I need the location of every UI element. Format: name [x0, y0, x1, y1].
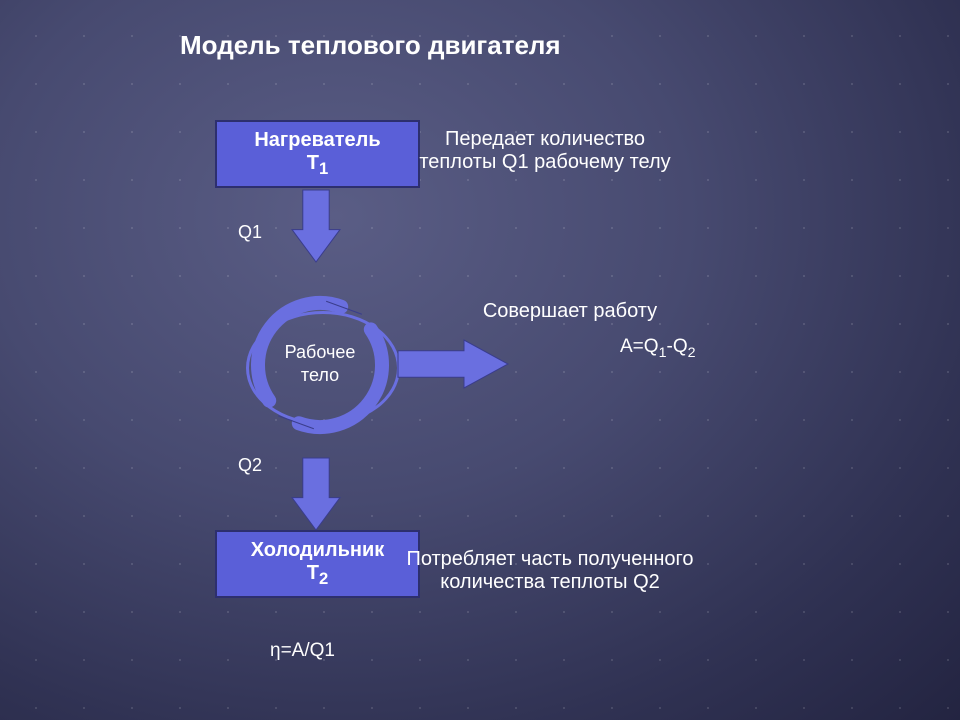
- arrow-q2-down: [292, 458, 340, 530]
- cooler-description: Потребляет часть полученногоколичества т…: [350, 548, 750, 594]
- work-description: Совершает работу: [370, 300, 770, 323]
- slide-title: Модель теплового двигателя: [180, 30, 561, 61]
- heater-temp: T1: [307, 152, 328, 179]
- work-formula: A=Q1-Q2: [620, 336, 696, 361]
- slide-stage: Модель теплового двигателя Нагреватель T…: [0, 0, 960, 720]
- efficiency-formula: η=A/Q1: [270, 640, 335, 662]
- cooler-temp: T2: [307, 562, 328, 589]
- arrow-work-right: [398, 340, 508, 388]
- q2-label: Q2: [238, 455, 262, 476]
- q1-label: Q1: [238, 222, 262, 243]
- arrow-q1-down: [292, 190, 340, 262]
- heater-description: Передает количествотеплоты Q1 рабочему т…: [345, 128, 745, 174]
- working-body-label: Рабочее тело: [246, 341, 394, 388]
